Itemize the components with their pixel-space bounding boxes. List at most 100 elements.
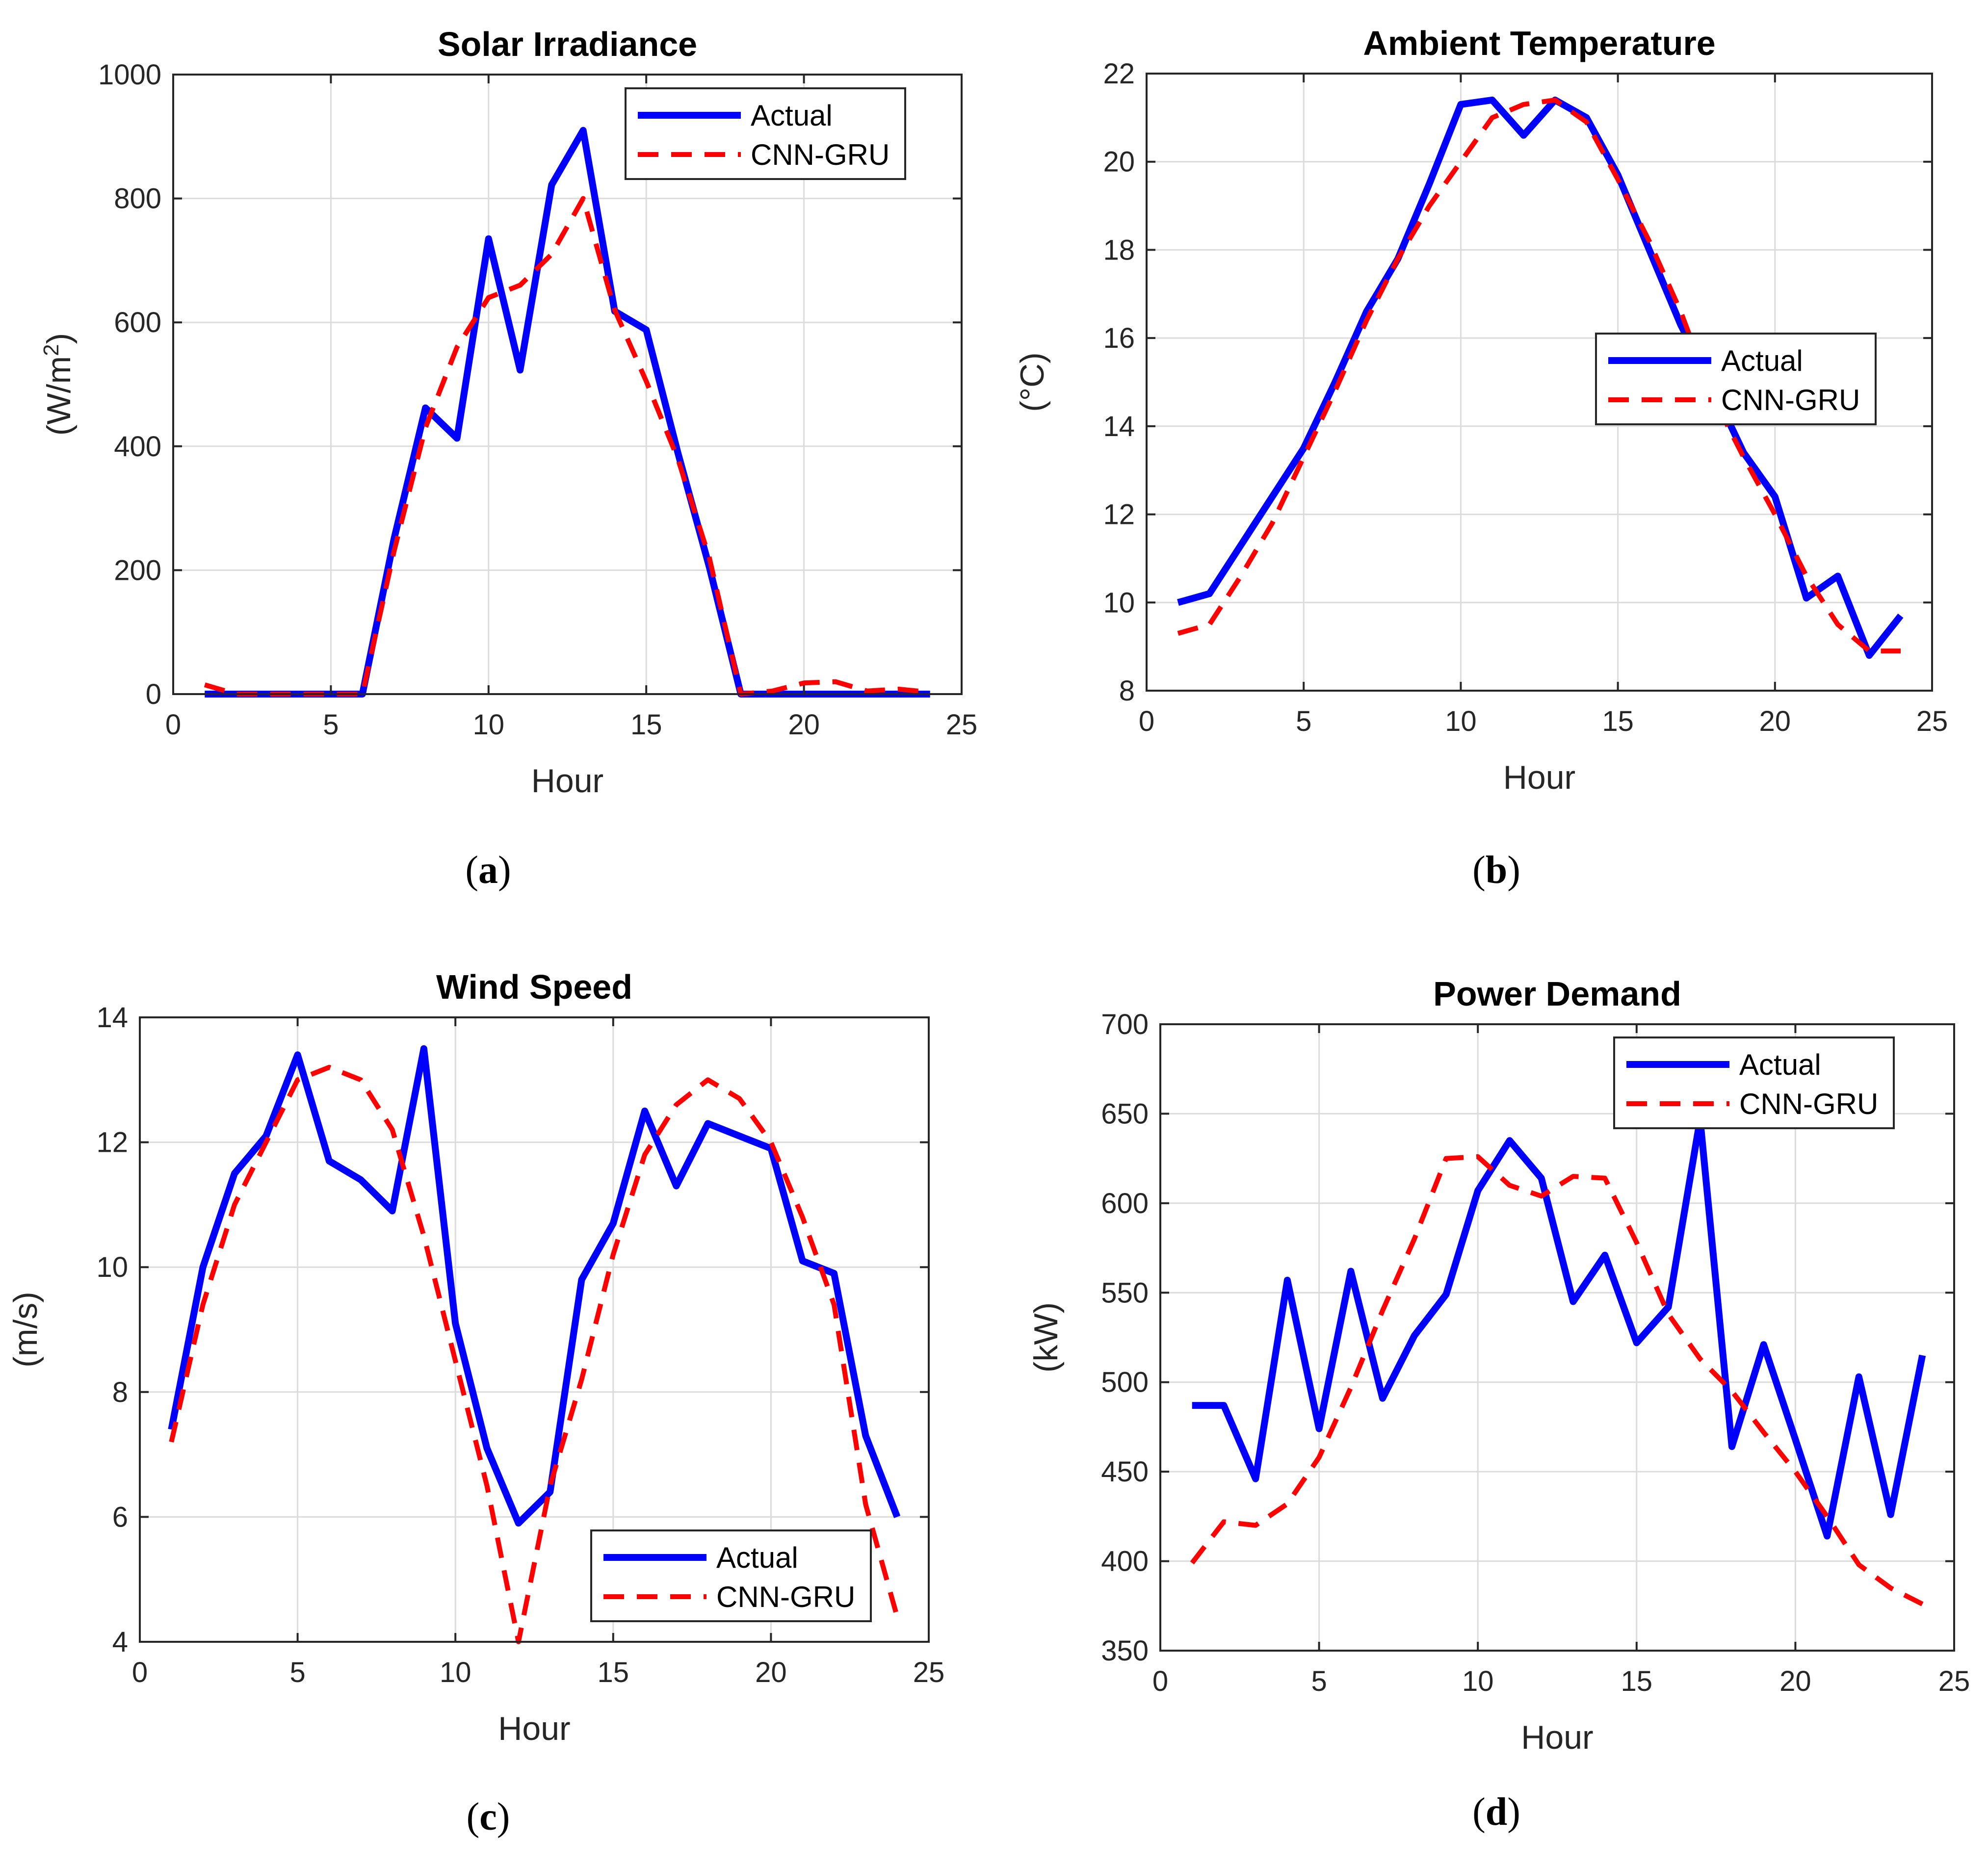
chart-title: Wind Speed xyxy=(436,968,632,1006)
panel-caption: (c) xyxy=(467,1795,510,1839)
y-tick-label: 20 xyxy=(1103,146,1135,178)
panel-caption: (d) xyxy=(1472,1790,1520,1834)
axes-box xyxy=(172,74,963,695)
y-tick-label: 0 xyxy=(146,678,161,710)
y-tick-label: 350 xyxy=(1101,1635,1149,1667)
y-tick-label: 14 xyxy=(96,1002,128,1034)
y-tick-label: 8 xyxy=(112,1376,128,1408)
y-tick-label: 18 xyxy=(1103,234,1135,266)
x-tick-label: 5 xyxy=(289,1657,305,1688)
chart-panel-c: 0 5 10 15 20 25 4 6 8 10 12 14 Wind Speed Hour (m/s) Ac… xyxy=(7,968,944,1839)
legend-label: CNN-GRU xyxy=(1721,384,1860,416)
chart-panel-d: 0 5 10 15 20 25 350 400 450 500 550 600 650 700 Power … xyxy=(1027,975,1970,1834)
y-tick-label: 450 xyxy=(1101,1456,1149,1488)
y-tick-label: 12 xyxy=(1103,499,1135,531)
axes-box xyxy=(1159,1023,1955,1652)
legend-label: CNN-GRU xyxy=(716,1580,855,1613)
chart-panel-b: 0 5 10 15 20 25 8 10 12 14 16 18 20 22 Ambient Tempera… xyxy=(1014,24,1948,892)
x-axis-label: Hour xyxy=(1503,759,1575,796)
x-tick-label: 10 xyxy=(473,709,505,741)
x-tick-label: 20 xyxy=(755,1657,787,1688)
x-tick-label: 0 xyxy=(165,709,181,741)
series-line-actual xyxy=(1192,1115,1926,1540)
x-tick-label: 5 xyxy=(323,709,339,741)
y-tick-label: 10 xyxy=(96,1251,128,1283)
legend-label: Actual xyxy=(716,1541,798,1574)
y-tick-label: 600 xyxy=(1101,1188,1149,1219)
chart-title: Power Demand xyxy=(1433,975,1681,1013)
chart-title: Ambient Temperature xyxy=(1363,24,1715,62)
legend: Actual CNN-GRU xyxy=(625,87,906,180)
x-tick-label: 15 xyxy=(1621,1665,1653,1697)
y-axis-label: (kW) xyxy=(1027,1302,1065,1373)
y-tick-label: 1000 xyxy=(98,59,161,91)
x-tick-label: 15 xyxy=(630,709,662,741)
x-tick-label: 5 xyxy=(1311,1665,1327,1697)
axes-box xyxy=(139,1016,930,1643)
legend-label: Actual xyxy=(1739,1048,1821,1081)
y-tick-label: 800 xyxy=(114,183,161,215)
series-line-actual xyxy=(1177,96,1904,659)
x-tick-label: 0 xyxy=(1152,1665,1168,1697)
x-tick-label: 25 xyxy=(1916,705,1948,737)
y-tick-label: 650 xyxy=(1101,1098,1149,1130)
y-tick-label: 22 xyxy=(1103,58,1135,90)
x-tick-label: 10 xyxy=(1445,705,1477,737)
y-tick-label: 550 xyxy=(1101,1277,1149,1309)
x-tick-label: 20 xyxy=(1779,1665,1811,1697)
legend-box xyxy=(590,1529,872,1622)
legend-label: Actual xyxy=(1721,344,1803,377)
chart-title: Solar Irradiance xyxy=(438,25,697,63)
y-tick-label: 700 xyxy=(1101,1009,1149,1040)
x-tick-label: 25 xyxy=(913,1657,945,1688)
y-tick-label: 10 xyxy=(1103,587,1135,619)
series-line-cnn-gru xyxy=(204,196,931,697)
chart-panel-a: 0 5 10 15 20 25 0 200 400 600 800 1000 Solar Irradia… xyxy=(39,25,978,892)
x-tick-label: 0 xyxy=(1139,705,1154,737)
y-tick-label: 400 xyxy=(1101,1546,1149,1578)
series-line-actual xyxy=(168,1045,901,1527)
axes-box xyxy=(1146,73,1933,692)
legend-box xyxy=(625,87,906,180)
y-tick-label: 6 xyxy=(112,1501,128,1533)
x-tick-label: 25 xyxy=(946,709,978,741)
y-tick-label: 400 xyxy=(114,431,161,463)
x-tick-label: 15 xyxy=(598,1657,629,1688)
x-tick-label: 20 xyxy=(788,709,820,741)
y-tick-label: 12 xyxy=(96,1127,128,1159)
legend: Actual CNN-GRU xyxy=(590,1529,872,1622)
x-axis-label: Hour xyxy=(498,1710,570,1747)
y-tick-label: 14 xyxy=(1103,411,1135,442)
y-axis-label: (W/m2) xyxy=(39,333,78,436)
x-axis-label: Hour xyxy=(1521,1719,1593,1756)
x-tick-label: 0 xyxy=(132,1657,148,1688)
x-tick-label: 10 xyxy=(440,1657,471,1688)
legend-label: CNN-GRU xyxy=(1739,1088,1878,1120)
series-line-cnn-gru xyxy=(1177,97,1901,654)
legend-label: Actual xyxy=(751,99,833,132)
panel-caption: (b) xyxy=(1472,849,1520,892)
legend-box xyxy=(1613,1036,1895,1129)
y-tick-label: 600 xyxy=(114,307,161,338)
legend-box xyxy=(1595,333,1877,425)
y-tick-label: 200 xyxy=(114,554,161,586)
x-tick-label: 15 xyxy=(1602,705,1634,737)
y-tick-label: 16 xyxy=(1103,322,1135,354)
legend: Actual CNN-GRU xyxy=(1595,333,1877,425)
x-axis-label: Hour xyxy=(531,762,603,800)
x-tick-label: 5 xyxy=(1296,705,1311,737)
x-tick-label: 10 xyxy=(1462,1665,1494,1697)
series-line-cnn-gru xyxy=(169,1064,900,1644)
y-tick-label: 500 xyxy=(1101,1367,1149,1399)
x-tick-label: 25 xyxy=(1938,1665,1970,1697)
y-axis-label: (°C) xyxy=(1014,352,1051,412)
y-tick-label: 4 xyxy=(112,1626,128,1658)
y-axis-label: (m/s) xyxy=(7,1292,44,1368)
x-tick-label: 20 xyxy=(1759,705,1791,737)
legend-label: CNN-GRU xyxy=(751,138,889,171)
panel-caption: (a) xyxy=(465,849,511,892)
legend: Actual CNN-GRU xyxy=(1613,1036,1895,1129)
y-tick-label: 8 xyxy=(1119,675,1135,707)
series-line-cnn-gru xyxy=(1190,1154,1924,1606)
